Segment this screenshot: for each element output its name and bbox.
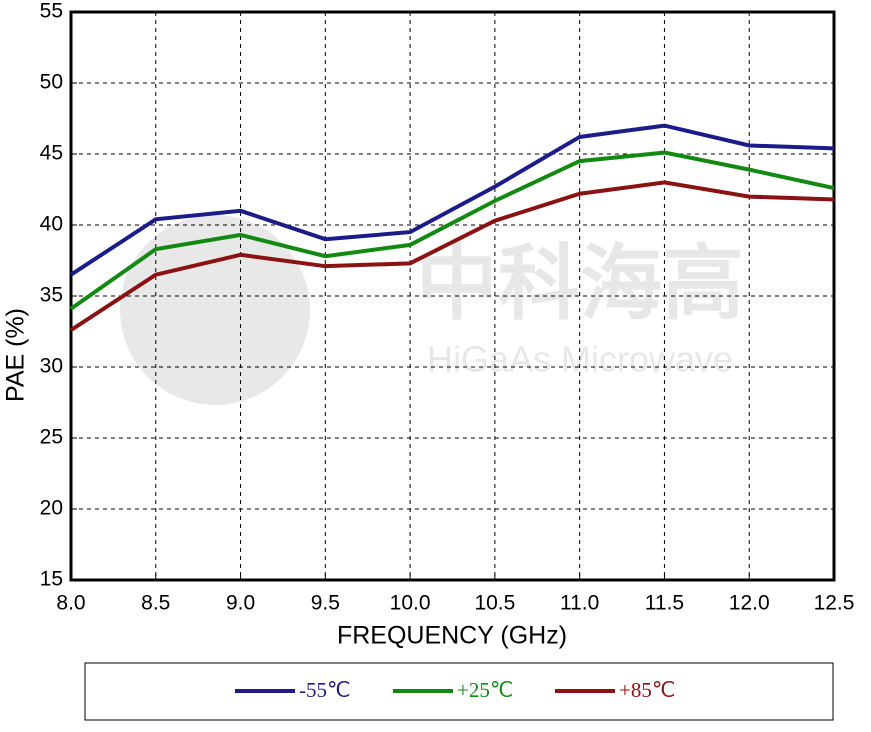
x-tick-label: 8.0 <box>56 592 85 615</box>
y-tick-label: 55 <box>40 0 63 23</box>
watermark: 中科海高 HiGaAs Microwave <box>120 215 744 405</box>
legend-label: -55℃ <box>299 678 351 702</box>
y-tick-label: 15 <box>40 568 63 591</box>
y-tick-label: 25 <box>40 426 63 449</box>
x-tick-label: 9.0 <box>226 592 255 615</box>
legend-box <box>84 662 834 721</box>
y-tick-label: 35 <box>40 284 63 307</box>
y-axis-label: PAE (%) <box>2 308 30 402</box>
series-line <box>69 123 835 277</box>
x-tick-label: 11.0 <box>560 592 599 615</box>
x-tick-label: 9.5 <box>311 592 340 615</box>
plot-frame <box>69 10 836 582</box>
x-tick-label: 8.5 <box>141 592 170 615</box>
x-tick-label: 11.5 <box>645 592 684 615</box>
x-tick-label: 10.5 <box>474 592 515 615</box>
y-tick-label: 45 <box>40 142 63 165</box>
y-tick-label: 50 <box>40 71 63 94</box>
legend-label: +85℃ <box>619 678 675 702</box>
y-tick-label: 40 <box>40 213 63 236</box>
x-axis-label: FREQUENCY (GHz) <box>337 622 567 650</box>
series-line <box>69 180 835 332</box>
series-line <box>69 150 835 311</box>
x-tick-label: 10.0 <box>390 592 431 615</box>
legend-label: +25℃ <box>457 678 513 702</box>
x-tick-label: 12.0 <box>729 592 770 615</box>
y-tick-label: 30 <box>40 355 63 378</box>
y-tick-label: 20 <box>40 497 63 520</box>
x-tick-label: 12.5 <box>814 592 855 615</box>
watermark-logo <box>120 215 310 405</box>
